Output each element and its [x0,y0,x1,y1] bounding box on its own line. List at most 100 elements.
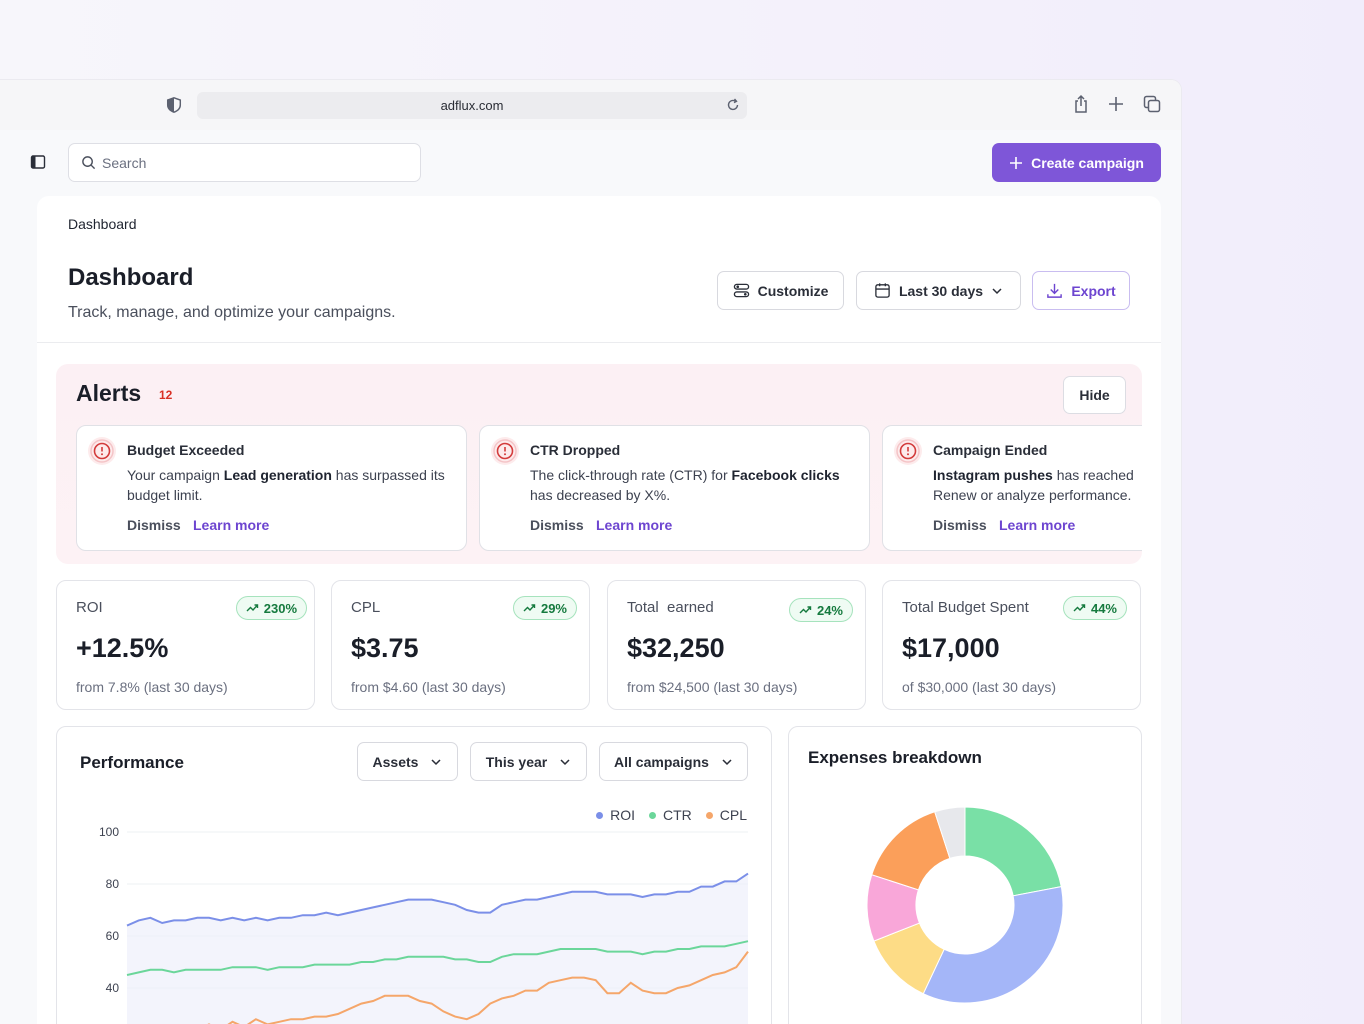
trend-up-icon [1073,604,1086,612]
browser-window: adflux.com [0,80,1181,1024]
campaigns-dropdown[interactable]: All campaigns [599,742,748,781]
export-button[interactable]: Export [1032,271,1130,310]
export-label: Export [1071,282,1116,299]
chevron-down-icon [560,758,570,765]
date-range-select[interactable]: Last 30 days [856,271,1021,310]
learn-more-link[interactable]: Learn more [596,517,673,533]
series-line-ctr [126,940,749,976]
stat-value: $17,000 [902,633,1000,663]
alerts-panel: Alerts 12 Hide Budget Exceeded Your camp… [56,364,1142,564]
tabs-overview-icon[interactable] [1142,94,1162,114]
create-campaign-label: Create campaign [1031,154,1144,171]
legend-label: CPL [719,807,747,823]
performance-line-chart: 10080604020 [99,825,749,1024]
trend-value: 44% [1090,600,1117,616]
trend-value: 29% [540,600,567,616]
chart-legend: ROI CTR CPL [596,807,747,823]
stat-label: ROI [76,599,103,616]
stat-card-budget-spent: Total Budget Spent 44% $17,000 of $30,00… [882,580,1141,710]
donut-slice[interactable] [934,806,966,860]
alert-message-text: has surpassed its budget limit. [127,467,445,503]
series-line-cpl [207,951,749,1024]
performance-title: Performance [80,753,184,772]
alerts-title: Alerts [76,380,142,406]
app: Create campaign Dashboard Dashboard Trac… [0,130,1181,1024]
learn-more-link[interactable]: Learn more [999,517,1076,533]
trend-badge: 24% [788,598,853,622]
alert-message-text: has decreased by X%. [530,487,671,503]
alert-message-text: Your campaign [127,467,224,483]
trend-badge: 230% [235,596,307,620]
dismiss-link[interactable]: Dismiss [933,517,987,533]
legend-item-cpl: CPL [705,807,747,823]
expenses-donut-chart [866,806,1064,1004]
stat-label: CPL [351,599,381,616]
trend-value: 24% [816,602,843,618]
breadcrumb[interactable]: Dashboard [68,216,137,232]
browser-toolbar: adflux.com [0,80,1181,130]
new-tab-icon[interactable] [1106,94,1126,114]
legend-dot [705,811,713,819]
page-subtitle: Track, manage, and optimize your campaig… [68,304,396,321]
reload-icon[interactable] [725,97,741,113]
chevron-down-icon [431,758,441,765]
dashboard-panel: Dashboard Dashboard Track, manage, and o… [37,196,1161,1024]
plus-icon [1010,156,1023,169]
search-input[interactable] [102,154,402,171]
campaigns-dropdown-label: All campaigns [614,753,709,770]
learn-more-link[interactable]: Learn more [193,517,270,533]
hide-alerts-button[interactable]: Hide [1063,376,1126,414]
stat-note: from $24,500 (last 30 days) [627,679,798,695]
assets-dropdown-label: Assets [372,753,419,770]
alert-campaign-name: Facebook clicks [731,467,840,483]
dismiss-link[interactable]: Dismiss [127,517,181,533]
legend-label: CTR [662,807,692,823]
alert-campaign-name: Instagram pushes [933,467,1053,483]
alert-message: Your campaign Lead generation has surpas… [127,465,462,505]
stat-label: Total Budget Spent [902,599,1029,616]
dismiss-link[interactable]: Dismiss [530,517,584,533]
alert-message-text: The click-through rate (CTR) for [530,467,732,483]
alert-message: The click-through rate (CTR) for Faceboo… [530,465,865,505]
period-dropdown[interactable]: This year [470,742,587,781]
stat-card-cpl: CPL 29% $3.75 from $4.60 (last 30 days) [331,580,590,710]
alert-campaign-name: Lead generation [223,467,332,483]
performance-card: Performance Assets This year All campaig… [56,726,772,1024]
alert-message-text: has reached Renew or analyze performance… [933,467,1134,503]
trend-up-icon [246,604,258,612]
alert-card: Campaign Ended Instagram pushes has reac… [882,425,1142,551]
donut-slice[interactable] [922,886,1064,1004]
address-bar[interactable]: adflux.com [197,92,747,119]
y-tick-label: 60 [106,929,120,943]
y-tick-label: 40 [106,981,120,995]
alert-circle-icon [491,437,519,465]
shield-icon[interactable] [165,96,183,114]
stat-value: $3.75 [351,633,419,663]
donut-slice[interactable] [964,806,1062,897]
assets-dropdown[interactable]: Assets [357,742,458,781]
legend-label: ROI [610,807,635,823]
create-campaign-button[interactable]: Create campaign [992,143,1161,182]
stat-value: +12.5% [76,633,169,663]
period-dropdown-label: This year [485,753,548,770]
customize-button[interactable]: Customize [717,271,844,310]
trend-up-icon [799,606,812,614]
trend-up-icon [523,604,536,612]
y-tick-label: 80 [106,877,120,891]
search-box[interactable] [68,143,421,182]
alert-title: Campaign Ended [933,442,1048,458]
sidebar-toggle-icon[interactable] [30,154,47,171]
share-icon[interactable] [1071,94,1091,114]
header-divider [37,342,1161,343]
url-text: adflux.com [440,98,504,113]
trend-badge: 29% [512,596,577,620]
series-area-roi [127,873,748,1024]
customize-label: Customize [757,282,829,299]
stat-note: of $30,000 (last 30 days) [902,679,1057,695]
download-icon [1047,283,1063,298]
search-icon [82,156,96,170]
alert-circle-icon [894,437,922,465]
stat-note: from $4.60 (last 30 days) [351,679,506,695]
stat-card-total-earned: Total earned 24% $32,250 from $24,500 (l… [607,580,866,710]
expenses-card: Expenses breakdown [788,726,1142,1024]
